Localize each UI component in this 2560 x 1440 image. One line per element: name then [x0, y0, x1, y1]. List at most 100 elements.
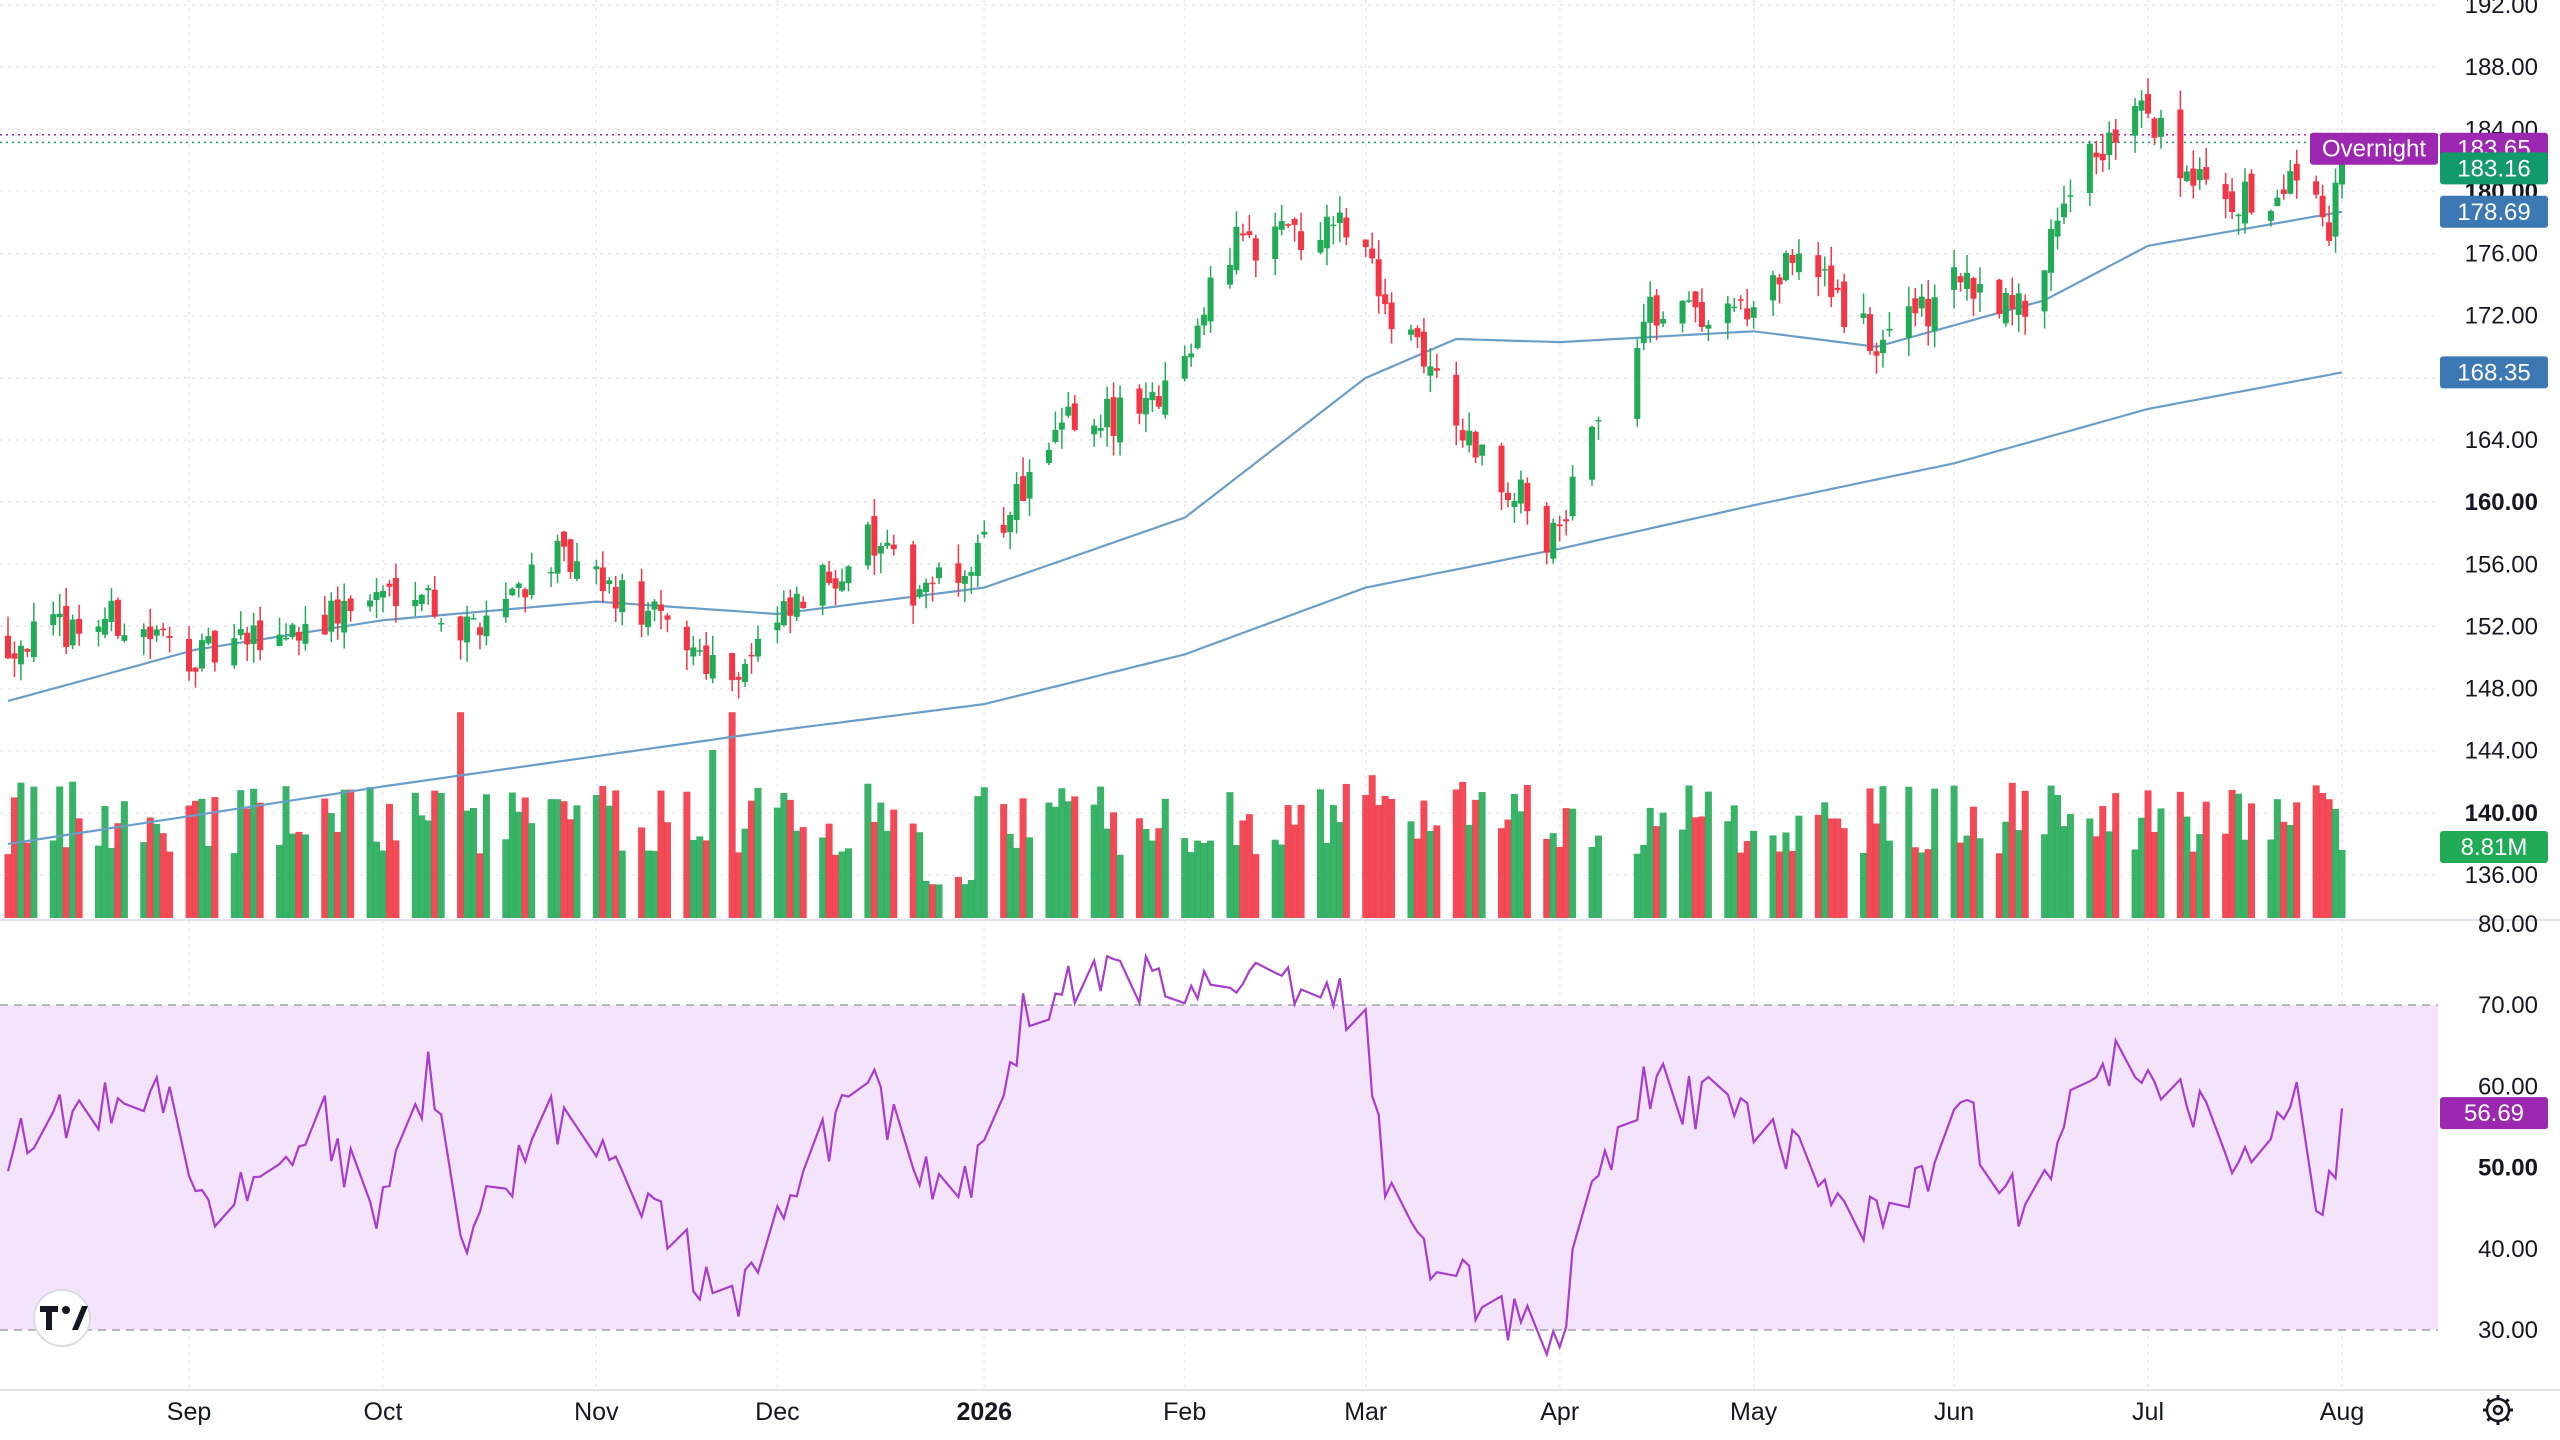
volume-bar: [476, 853, 484, 918]
volume-bar: [1510, 794, 1518, 918]
volume-bar: [2008, 782, 2016, 918]
volume-bar: [1976, 838, 1984, 918]
volume-bar: [1013, 847, 1021, 918]
candle-body: [108, 600, 115, 622]
tradingview-logo-icon[interactable]: [33, 1289, 91, 1347]
candle-body: [742, 663, 749, 683]
price-tick-label: 188.00: [2465, 54, 2538, 81]
volume-bar: [1045, 802, 1053, 918]
candle-body: [347, 598, 354, 612]
volume-bar: [1284, 805, 1292, 918]
volume-bar: [1329, 805, 1337, 918]
candle-body: [386, 583, 393, 587]
volume-bar: [243, 808, 251, 918]
candle-body: [1207, 277, 1214, 322]
volume-bar: [528, 823, 536, 918]
volume-bar: [2131, 849, 2139, 918]
price-tick-label: 144.00: [2465, 738, 2538, 765]
time-tick-label: Oct: [364, 1398, 403, 1426]
volume-bar: [1562, 808, 1570, 918]
candle-body: [1233, 226, 1240, 271]
candle-body: [955, 563, 962, 583]
candle-body: [1556, 524, 1563, 527]
candle-body: [283, 637, 290, 640]
candle-body: [464, 616, 471, 643]
gear-icon[interactable]: [2483, 1395, 2513, 1425]
volume-bar: [2157, 808, 2165, 918]
volume-bar: [2151, 831, 2159, 918]
candle-body: [1918, 296, 1925, 309]
candle-body: [1873, 351, 1880, 356]
volume-bar: [1420, 800, 1428, 918]
candle-body: [961, 575, 968, 584]
candle-body: [1362, 239, 1369, 248]
volume-bar: [1653, 826, 1661, 918]
candle-body: [321, 614, 328, 635]
time-tick-label: Jun: [1934, 1398, 1974, 1426]
volume-bar: [424, 820, 432, 918]
candle-body: [101, 618, 108, 635]
candle-body: [1155, 395, 1162, 407]
volume-bar: [2092, 836, 2100, 918]
candle-body: [1543, 505, 1550, 553]
volume-bar: [4, 854, 12, 918]
volume-bar: [1226, 792, 1234, 918]
candle-body: [1867, 314, 1874, 351]
candle-body: [1750, 307, 1757, 318]
candle-body: [1724, 303, 1731, 324]
volume-bar: [547, 799, 555, 918]
candle-body: [2313, 181, 2320, 195]
volume-bar: [709, 750, 717, 918]
candle-body: [1433, 368, 1440, 371]
volume-bar: [1375, 805, 1383, 918]
volume-bar: [605, 805, 613, 918]
candle-body: [1020, 476, 1027, 501]
candle-body: [554, 540, 561, 574]
candle-body: [1239, 233, 1246, 236]
candle-body: [2157, 117, 2164, 137]
candle-body: [1149, 392, 1156, 401]
volume-bar: [1879, 786, 1887, 918]
volume-bar: [256, 802, 264, 918]
candle-body: [2086, 143, 2093, 193]
volume-bar: [696, 836, 704, 918]
candle-body: [30, 621, 37, 658]
candle-body: [2267, 210, 2274, 221]
volume-bar: [1472, 799, 1480, 918]
candle-body: [2242, 181, 2249, 224]
candle-body: [1692, 291, 1699, 308]
candle-body: [250, 625, 257, 645]
volume-bar: [185, 805, 193, 918]
candle-body: [910, 544, 917, 606]
candle-body: [431, 589, 438, 617]
volume-bar: [502, 839, 510, 918]
candle-body: [748, 654, 755, 657]
volume-bar: [1478, 792, 1486, 918]
candle-body: [819, 564, 826, 606]
volume-bar: [1782, 832, 1790, 918]
price-tick-label: 152.00: [2465, 613, 2538, 640]
candle-body: [1091, 425, 1098, 435]
price-tick-label: 156.00: [2465, 551, 2538, 578]
candle-body: [1278, 221, 1285, 230]
volume-bar: [638, 827, 646, 918]
volume-bar: [288, 833, 296, 918]
candle-body: [658, 604, 665, 611]
candle-body: [2106, 132, 2113, 156]
volume-bar: [140, 842, 148, 918]
candle-body: [651, 601, 658, 610]
svg-text:178.69: 178.69: [2457, 199, 2530, 226]
volume-bar: [644, 850, 652, 918]
candle-body: [1634, 348, 1641, 419]
volume-bar: [1556, 846, 1564, 918]
volume-bar: [2112, 793, 2120, 918]
candle-body: [696, 650, 703, 652]
volume-bar: [1769, 835, 1777, 918]
volume-bar: [1064, 801, 1072, 918]
volume-bar: [1135, 818, 1143, 918]
volume-bar: [909, 823, 917, 918]
candle-body: [2060, 203, 2067, 218]
volume-bar: [2189, 851, 2197, 918]
volume-bar: [1207, 840, 1215, 918]
